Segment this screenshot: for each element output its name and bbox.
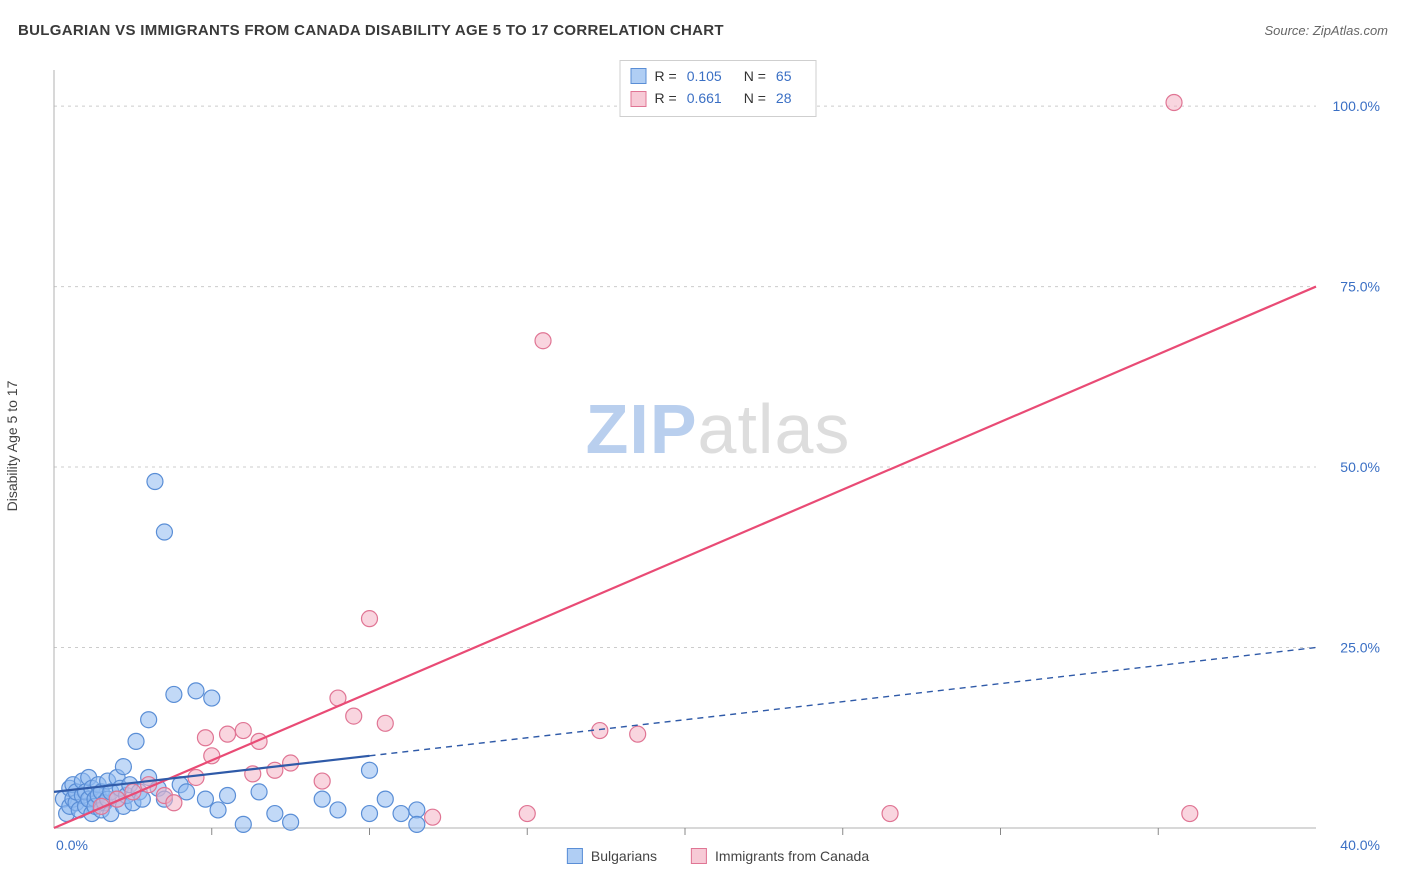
- data-point: [188, 683, 204, 699]
- data-point: [630, 726, 646, 742]
- data-point: [141, 712, 157, 728]
- data-point: [251, 784, 267, 800]
- data-point: [283, 755, 299, 771]
- legend-r-value: 0.105: [687, 65, 722, 87]
- data-point: [267, 762, 283, 778]
- scatter-plot-svg: 25.0% 50.0% 75.0% 100.0% 0.0% 40.0%: [50, 60, 1386, 862]
- trend-line-blue-dashed: [370, 648, 1317, 756]
- data-point: [882, 806, 898, 822]
- legend-stats-row: R = 0.661 N = 28: [631, 87, 806, 109]
- legend-r-label: R =: [655, 87, 677, 109]
- data-point: [1182, 806, 1198, 822]
- data-point: [166, 686, 182, 702]
- data-point: [210, 802, 226, 818]
- y-tick-label: 25.0%: [1340, 640, 1380, 656]
- plot-area: ZIPatlas 25.0%50.0%75.0%100.0%0.0%40.0% …: [50, 60, 1386, 862]
- y-tick-label: 100.0%: [1333, 98, 1380, 114]
- data-point: [314, 773, 330, 789]
- legend-stats-row: R = 0.105 N = 65: [631, 65, 806, 87]
- data-point: [204, 690, 220, 706]
- legend-r-label: R =: [655, 65, 677, 87]
- data-point: [535, 333, 551, 349]
- data-point: [220, 788, 236, 804]
- legend-n-value: 28: [776, 87, 792, 109]
- legend-swatch-blue: [567, 848, 583, 864]
- trend-line-pink: [54, 287, 1316, 828]
- data-point: [393, 806, 409, 822]
- legend-series-label: Bulgarians: [591, 848, 657, 864]
- y-tick-label: 50.0%: [1340, 459, 1380, 475]
- data-point: [188, 769, 204, 785]
- data-point: [147, 473, 163, 489]
- data-point: [235, 723, 251, 739]
- legend-swatch-pink: [691, 848, 707, 864]
- data-point: [592, 723, 608, 739]
- header: BULGARIAN VS IMMIGRANTS FROM CANADA DISA…: [18, 22, 1388, 39]
- legend-series-item: Immigrants from Canada: [691, 848, 869, 864]
- data-point: [283, 814, 299, 830]
- legend-n-label: N =: [744, 87, 766, 109]
- chart-title: BULGARIAN VS IMMIGRANTS FROM CANADA DISA…: [18, 22, 724, 39]
- data-point: [425, 809, 441, 825]
- legend-series: Bulgarians Immigrants from Canada: [567, 848, 869, 864]
- data-point: [346, 708, 362, 724]
- data-point: [362, 611, 378, 627]
- data-point: [267, 806, 283, 822]
- legend-series-item: Bulgarians: [567, 848, 657, 864]
- data-point: [197, 791, 213, 807]
- y-axis-label: Disability Age 5 to 17: [4, 381, 20, 512]
- legend-stats: R = 0.105 N = 65 R = 0.661 N = 28: [620, 60, 817, 117]
- data-point: [156, 524, 172, 540]
- data-point: [179, 784, 195, 800]
- data-point: [377, 715, 393, 731]
- y-tick-label: 75.0%: [1340, 279, 1380, 295]
- data-point: [362, 762, 378, 778]
- data-point: [409, 816, 425, 832]
- data-point: [377, 791, 393, 807]
- legend-n-label: N =: [744, 65, 766, 87]
- legend-r-value: 0.661: [687, 87, 722, 109]
- data-point: [519, 806, 535, 822]
- legend-series-label: Immigrants from Canada: [715, 848, 869, 864]
- data-point: [197, 730, 213, 746]
- data-point: [166, 795, 182, 811]
- data-point: [220, 726, 236, 742]
- x-end-label: 40.0%: [1340, 837, 1380, 853]
- legend-swatch-blue: [631, 68, 647, 84]
- x-origin-label: 0.0%: [56, 837, 88, 853]
- data-point: [314, 791, 330, 807]
- legend-swatch-pink: [631, 91, 647, 107]
- data-point: [330, 802, 346, 818]
- data-point: [362, 806, 378, 822]
- data-point: [235, 816, 251, 832]
- data-point: [1166, 94, 1182, 110]
- legend-n-value: 65: [776, 65, 792, 87]
- data-point: [409, 802, 425, 818]
- data-point: [115, 759, 131, 775]
- source-attribution: Source: ZipAtlas.com: [1264, 23, 1388, 38]
- data-point: [128, 733, 144, 749]
